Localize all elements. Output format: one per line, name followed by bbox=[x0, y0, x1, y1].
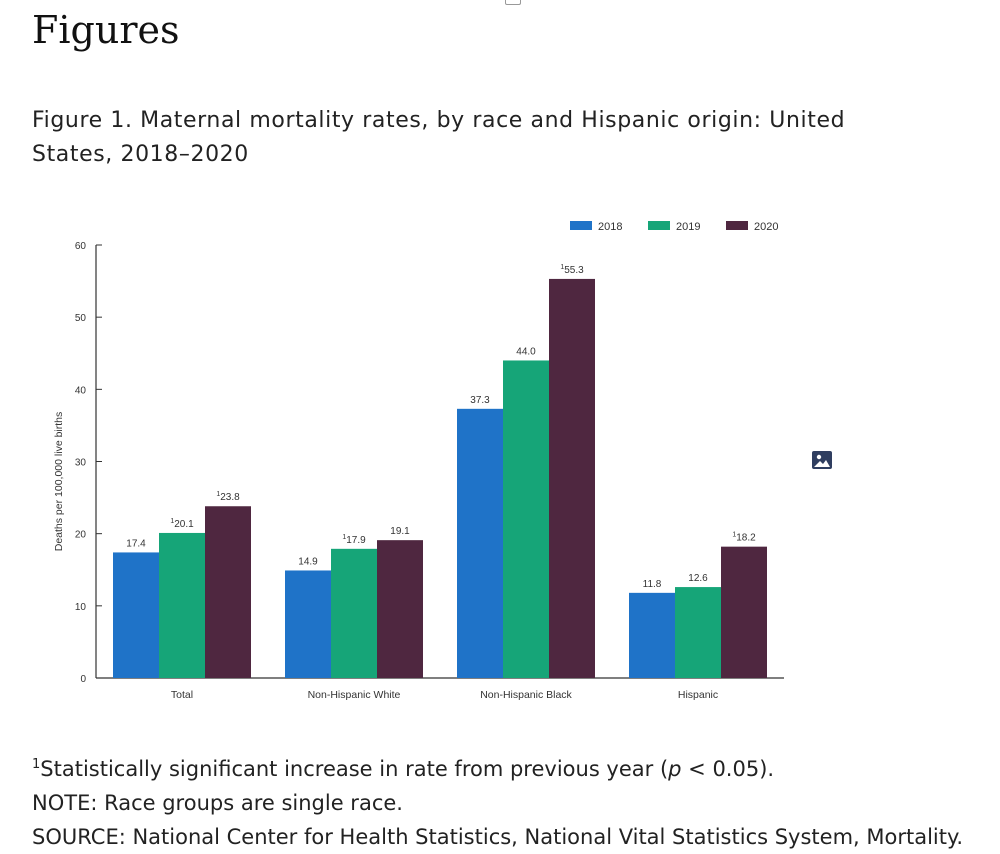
y-tick-label: 0 bbox=[80, 674, 86, 685]
y-tick-label: 60 bbox=[75, 241, 87, 252]
x-category-label: Non-Hispanic Black bbox=[480, 689, 572, 701]
bar-value-label: 155.3 bbox=[560, 264, 584, 276]
bar-2020 bbox=[549, 278, 595, 678]
legend-label-2020: 2020 bbox=[754, 221, 778, 233]
y-tick-label: 10 bbox=[75, 602, 87, 613]
footnote: 1Statistically significant increase in r… bbox=[32, 748, 992, 786]
bar-2019 bbox=[503, 360, 549, 678]
bar-2020 bbox=[205, 506, 251, 678]
y-tick-label: 50 bbox=[75, 313, 87, 324]
legend-swatch-2018 bbox=[570, 221, 592, 230]
y-tick-label: 20 bbox=[75, 530, 87, 541]
footnote-text-after: < 0.05). bbox=[681, 757, 775, 781]
bar-chart: 0 10 20 30 40 50 60 Deaths per 100,000 live bir… bbox=[53, 221, 784, 701]
footnote-marker: 1 bbox=[32, 757, 41, 772]
bar-value-label: 123.8 bbox=[216, 491, 240, 503]
bar-2019 bbox=[675, 587, 721, 678]
x-category-label: Total bbox=[171, 689, 193, 701]
bar-2018 bbox=[629, 592, 675, 678]
legend-swatch-2020 bbox=[726, 221, 748, 230]
bar-value-label: 19.1 bbox=[390, 526, 410, 537]
y-axis-title: Deaths per 100,000 live births bbox=[53, 412, 65, 552]
bar-2020 bbox=[377, 540, 423, 678]
page-title: Figures bbox=[32, 8, 180, 52]
bar-2019 bbox=[159, 532, 205, 678]
top-scroll-marker bbox=[505, 0, 521, 5]
bar-2018 bbox=[285, 570, 331, 678]
legend-label-2018: 2018 bbox=[598, 221, 622, 233]
bar-value-label: 120.1 bbox=[170, 518, 194, 530]
image-icon[interactable] bbox=[811, 450, 833, 470]
bar-value-label: 11.8 bbox=[643, 579, 662, 590]
bar-2019 bbox=[331, 548, 377, 678]
bar-value-label: 37.3 bbox=[470, 395, 490, 406]
source-note: SOURCE: National Center for Health Stati… bbox=[32, 825, 964, 849]
bar-2018 bbox=[457, 408, 503, 678]
x-category-label: Non-Hispanic White bbox=[308, 689, 401, 701]
figure-notes: 1Statistically significant increase in r… bbox=[32, 748, 992, 854]
bar-value-label: 118.2 bbox=[732, 532, 756, 544]
bar-value-label: 117.9 bbox=[342, 534, 366, 546]
footnote-text-before: Statistically significant increase in ra… bbox=[40, 757, 669, 781]
figure-caption: Figure 1. Maternal mortality rates, by r… bbox=[32, 108, 846, 167]
bar-value-label: 44.0 bbox=[516, 346, 536, 357]
y-tick-label: 40 bbox=[75, 385, 87, 396]
y-tick-label: 30 bbox=[75, 458, 87, 469]
bar-2020 bbox=[721, 546, 767, 678]
bar-value-label: 17.4 bbox=[126, 538, 146, 549]
bar-value-label: 12.6 bbox=[688, 573, 708, 584]
bar-value-label: 14.9 bbox=[298, 556, 318, 567]
legend-label-2019: 2019 bbox=[676, 221, 700, 233]
bar-2018 bbox=[113, 552, 159, 678]
footnote-p: p bbox=[668, 757, 682, 781]
x-category-label: Hispanic bbox=[678, 689, 718, 701]
race-note: NOTE: Race groups are single race. bbox=[32, 791, 403, 815]
legend-swatch-2019 bbox=[648, 221, 670, 230]
